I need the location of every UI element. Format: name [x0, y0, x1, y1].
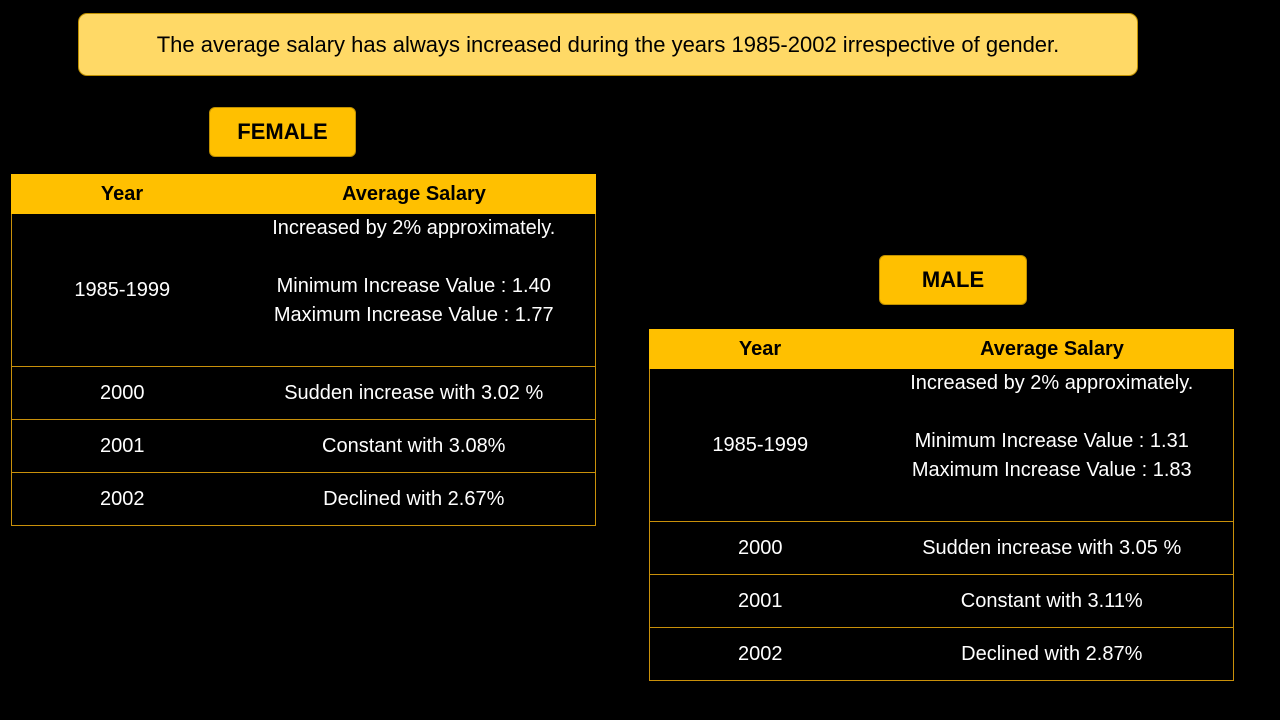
- salary-detail-cell: Increased by 2% approximately. Minimum I…: [232, 213, 596, 367]
- average-salary-header: Average Salary: [232, 174, 596, 214]
- salary-detail-cell: Constant with 3.11%: [870, 574, 1234, 628]
- male-label: MALE: [879, 255, 1027, 305]
- table-row: 2000 Sudden increase with 3.02 %: [11, 366, 596, 420]
- table-row: 2002 Declined with 2.87%: [649, 627, 1234, 681]
- year-cell: 2000: [11, 366, 233, 420]
- year-cell: 2002: [649, 627, 871, 681]
- salary-detail-cell: Sudden increase with 3.02 %: [232, 366, 596, 420]
- detail-line: Increased by 2% approximately.: [272, 217, 556, 239]
- summary-banner: The average salary has always increased …: [78, 13, 1138, 76]
- year-cell: 2001: [649, 574, 871, 628]
- detail-line: Increased by 2% approximately.: [910, 372, 1194, 394]
- year-header: Year: [11, 174, 233, 214]
- year-cell: 2001: [11, 419, 233, 473]
- year-cell: 2000: [649, 521, 871, 575]
- table-row: 2001 Constant with 3.08%: [11, 419, 596, 473]
- table-row: 2000 Sudden increase with 3.05 %: [649, 521, 1234, 575]
- salary-detail-cell: Sudden increase with 3.05 %: [870, 521, 1234, 575]
- average-salary-header: Average Salary: [870, 329, 1234, 369]
- female-label-text: FEMALE: [237, 119, 328, 144]
- salary-detail-cell: Increased by 2% approximately. Minimum I…: [870, 368, 1234, 522]
- maximum-increase-line: Maximum Increase Value : 1.77: [273, 304, 554, 326]
- male-salary-table: Year Average Salary 1985-1999 Increased …: [649, 329, 1234, 681]
- table-row: 2001 Constant with 3.11%: [649, 574, 1234, 628]
- maximum-increase-line: Maximum Increase Value : 1.83: [911, 459, 1192, 481]
- year-cell: 1985-1999: [649, 368, 871, 522]
- male-label-text: MALE: [921, 267, 985, 292]
- table-row: 1985-1999 Increased by 2% approximately.…: [649, 368, 1234, 522]
- female-salary-table: Year Average Salary 1985-1999 Increased …: [11, 174, 596, 526]
- table-row: 2002 Declined with 2.67%: [11, 472, 596, 526]
- minimum-increase-line: Minimum Increase Value : 1.31: [914, 430, 1189, 452]
- table-header-row: Year Average Salary: [11, 174, 596, 214]
- table-row: 1985-1999 Increased by 2% approximately.…: [11, 213, 596, 367]
- summary-text: The average salary has always increased …: [156, 31, 1060, 57]
- year-cell: 1985-1999: [11, 213, 233, 367]
- table-header-row: Year Average Salary: [649, 329, 1234, 369]
- year-header: Year: [649, 329, 871, 369]
- female-label: FEMALE: [209, 107, 356, 157]
- salary-detail-cell: Constant with 3.08%: [232, 419, 596, 473]
- minimum-increase-line: Minimum Increase Value : 1.40: [276, 275, 551, 297]
- salary-detail-cell: Declined with 2.67%: [232, 472, 596, 526]
- year-cell: 2002: [11, 472, 233, 526]
- salary-detail-cell: Declined with 2.87%: [870, 627, 1234, 681]
